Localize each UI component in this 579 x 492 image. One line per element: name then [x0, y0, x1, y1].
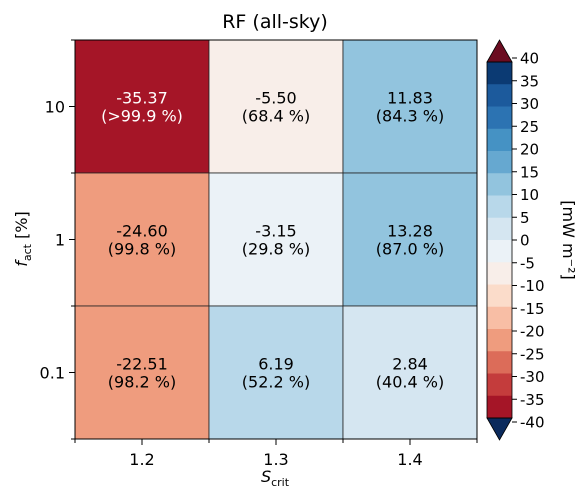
colorbar-tick-label: -5: [520, 254, 535, 272]
colorbar: [486, 39, 513, 441]
cell-value-label: -24.60: [116, 222, 168, 241]
colorbar-segment: [487, 128, 512, 152]
heatmap-axes: 1.2 1.3 1.4 10 1 0.1: [40, 39, 478, 469]
x-tick-label: 1.4: [397, 450, 422, 469]
x-tick-label: 1.2: [129, 450, 154, 469]
colorbar-extend-high: [486, 39, 513, 63]
cell-percent-label: (98.2 %): [108, 373, 176, 392]
heatmap-cell: [208, 39, 344, 174]
colorbar-segment: [487, 151, 512, 174]
colorbar-tick-label: 10: [520, 186, 539, 204]
colorbar-tick-label: 0: [520, 232, 530, 250]
colorbar-segment: [487, 62, 512, 85]
colorbar-tick-label: -15: [520, 300, 545, 318]
heatmap-cell: [74, 39, 210, 174]
colorbar-segment: [487, 373, 512, 397]
cell-percent-label: (52.2 %): [242, 373, 310, 392]
colorbar-extend-low: [486, 417, 513, 441]
cell-value-label: 13.28: [387, 222, 433, 241]
colorbar-tick-label: 25: [520, 118, 539, 136]
colorbar-segment: [487, 173, 512, 196]
colorbar-tick-label: 20: [520, 141, 539, 159]
cell-value-label: 6.19: [258, 355, 294, 374]
x-tick-label: 1.3: [263, 450, 288, 469]
cell-percent-label: (40.4 %): [376, 373, 444, 392]
colorbar-segment: [487, 84, 512, 107]
cell-value-label: 2.84: [392, 355, 428, 374]
colorbar-segment: [487, 262, 512, 285]
cell-percent-label: (87.0 %): [376, 240, 444, 259]
chart-title: RF (all-sky): [222, 11, 328, 33]
cell-percent-label: (68.4 %): [242, 107, 310, 126]
x-axis-label: Scrit: [261, 467, 290, 489]
cell-percent-label: (99.8 %): [108, 240, 176, 259]
cell-value-label: -35.37: [116, 89, 168, 108]
cell-value-label: 11.83: [387, 89, 433, 108]
cell-percent-label: (>99.9 %): [101, 107, 183, 126]
colorbar-segment: [487, 284, 512, 308]
y-tick-label: 0.1: [40, 364, 65, 383]
heatmap-cell-labels: -35.37(>99.9 %) -5.50(68.4 %) 11.83(84.3 %…: [101, 89, 444, 392]
colorbar-tick-label: -30: [520, 368, 545, 386]
cell-value-label: -22.51: [116, 355, 168, 374]
y-tick-label: 1: [55, 231, 65, 250]
colorbar-segment: [487, 395, 512, 419]
colorbar-tick-label: -25: [520, 345, 545, 363]
colorbar-segment: [487, 306, 512, 330]
y-tick-label: 10: [45, 98, 65, 117]
colorbar-ticks: 40 35 30 25 20 15 10 5 0 -5 -10 -15 -20 -25 -30 -35 -40: [512, 50, 545, 432]
colorbar-tick-label: -20: [520, 323, 545, 341]
heatmap-cell: [342, 172, 478, 307]
colorbar-segment: [487, 106, 512, 130]
cell-value-label: -3.15: [255, 222, 296, 241]
heatmap-cell: [208, 172, 344, 307]
colorbar-tick-label: 5: [520, 209, 530, 227]
colorbar-tick-label: -35: [520, 391, 545, 409]
colorbar-tick-label: -40: [520, 414, 545, 432]
cell-percent-label: (29.8 %): [242, 240, 310, 259]
colorbar-tick-label: -10: [520, 277, 545, 295]
y-axis-label: fact [%]: [12, 211, 34, 267]
cell-value-label: -5.50: [255, 89, 296, 108]
colorbar-label: [mW m⁻²]: [559, 200, 578, 279]
colorbar-tick-label: 40: [520, 50, 539, 68]
colorbar-tick-label: 15: [520, 163, 539, 181]
colorbar-tick-label: 30: [520, 95, 539, 113]
cell-percent-label: (84.3 %): [376, 107, 444, 126]
heatmap-cell: [74, 172, 210, 307]
heatmap-cells: [74, 39, 478, 440]
heatmap-cell: [208, 305, 344, 440]
colorbar-segment: [487, 329, 512, 352]
colorbar-tick-label: 35: [520, 72, 539, 90]
heatmap-cell: [74, 305, 210, 440]
colorbar-segment: [487, 351, 512, 374]
colorbar-segment: [487, 217, 512, 241]
colorbar-segment: [487, 240, 512, 263]
colorbar-segment: [487, 195, 512, 219]
